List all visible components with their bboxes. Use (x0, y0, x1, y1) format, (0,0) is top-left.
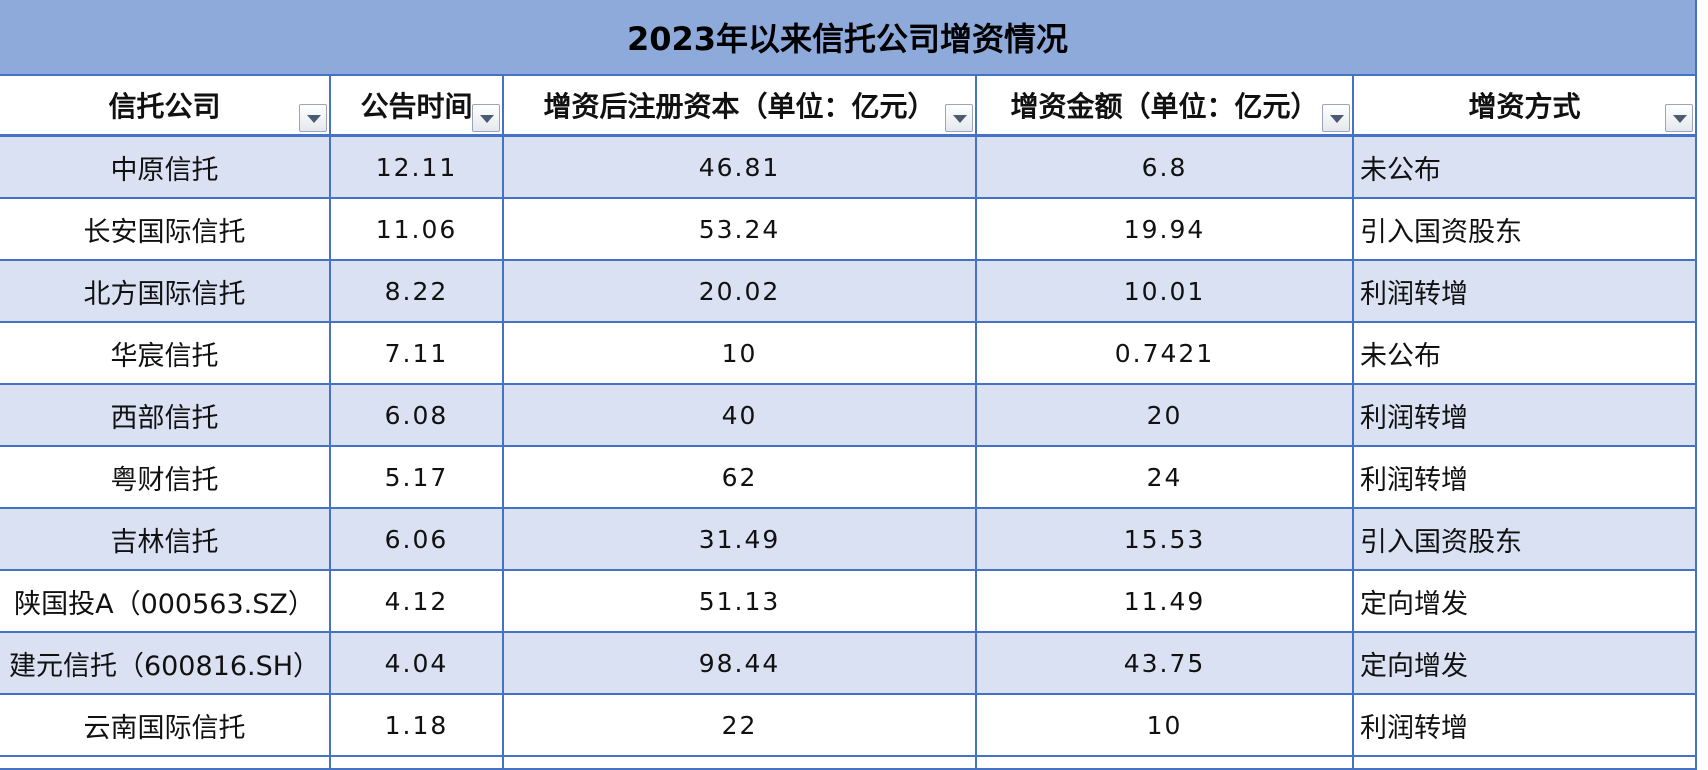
table-cell: 5.17 (331, 447, 504, 509)
table-cell: 定向增发 (1354, 571, 1697, 633)
table-cell: 12.11 (331, 137, 504, 199)
table-cell: 云南国际信托 (0, 695, 331, 757)
table-cell: 利润转增 (1354, 695, 1697, 757)
table-cell: 未公布 (1354, 137, 1697, 199)
table-cell: 利润转增 (1354, 447, 1697, 509)
filter-button[interactable] (945, 104, 973, 132)
table-cell: 10 (504, 323, 977, 385)
table-cell: 40 (504, 385, 977, 447)
table-cell: 15.53 (977, 509, 1354, 571)
table-cell: 0.7421 (977, 323, 1354, 385)
table-cell: 建元信托（600816.SH） (0, 633, 331, 695)
table-cell: 4.12 (331, 571, 504, 633)
table-cell: 62 (504, 447, 977, 509)
table-cell: 43.75 (977, 633, 1354, 695)
table-cell: 利润转增 (1354, 261, 1697, 323)
table-cell: 未公布 (1354, 323, 1697, 385)
empty-cell (1354, 757, 1697, 770)
filter-arrow (307, 115, 321, 123)
table-cell: 长安国际信托 (0, 199, 331, 261)
table-cell: 4.04 (331, 633, 504, 695)
filter-button[interactable] (1322, 104, 1350, 132)
table-title: 2023年以来信托公司增资情况 (0, 0, 1697, 76)
table-cell: 53.24 (504, 199, 977, 261)
table-cell: 7.11 (331, 323, 504, 385)
table-cell: 引入国资股东 (1354, 509, 1697, 571)
table-cell: 11.49 (977, 571, 1354, 633)
empty-cell (331, 757, 504, 770)
table-cell: 24 (977, 447, 1354, 509)
table-cell: 6.8 (977, 137, 1354, 199)
column-header: 增资方式 (1354, 76, 1697, 137)
table-cell: 51.13 (504, 571, 977, 633)
table-cell: 1.18 (331, 695, 504, 757)
filter-button[interactable] (299, 104, 327, 132)
filter-arrow (1673, 115, 1687, 123)
table-cell: 引入国资股东 (1354, 199, 1697, 261)
table-cell: 6.06 (331, 509, 504, 571)
table-cell: 10 (977, 695, 1354, 757)
table-cell: 华宸信托 (0, 323, 331, 385)
filter-arrow (480, 115, 494, 123)
table-cell: 22 (504, 695, 977, 757)
filter-button[interactable] (472, 104, 500, 132)
table-cell: 中原信托 (0, 137, 331, 199)
table-cell: 19.94 (977, 199, 1354, 261)
empty-cell (504, 757, 977, 770)
table-cell: 10.01 (977, 261, 1354, 323)
filter-arrow (953, 115, 967, 123)
table-cell: 11.06 (331, 199, 504, 261)
table-cell: 20.02 (504, 261, 977, 323)
filter-arrow (1330, 115, 1344, 123)
table-cell: 粤财信托 (0, 447, 331, 509)
filter-button[interactable] (1665, 104, 1693, 132)
table-cell: 西部信托 (0, 385, 331, 447)
column-header: 增资后注册资本（单位：亿元） (504, 76, 977, 137)
table-cell: 31.49 (504, 509, 977, 571)
column-header: 增资金额（单位：亿元） (977, 76, 1354, 137)
table-cell: 8.22 (331, 261, 504, 323)
column-header: 信托公司 (0, 76, 331, 137)
table-cell: 46.81 (504, 137, 977, 199)
table-cell: 6.08 (331, 385, 504, 447)
empty-cell (0, 757, 331, 770)
table-cell: 利润转增 (1354, 385, 1697, 447)
table-cell: 吉林信托 (0, 509, 331, 571)
table-cell: 20 (977, 385, 1354, 447)
table-cell: 北方国际信托 (0, 261, 331, 323)
table-cell: 定向增发 (1354, 633, 1697, 695)
empty-cell (977, 757, 1354, 770)
table-cell: 98.44 (504, 633, 977, 695)
table-cell: 陕国投A（000563.SZ） (0, 571, 331, 633)
